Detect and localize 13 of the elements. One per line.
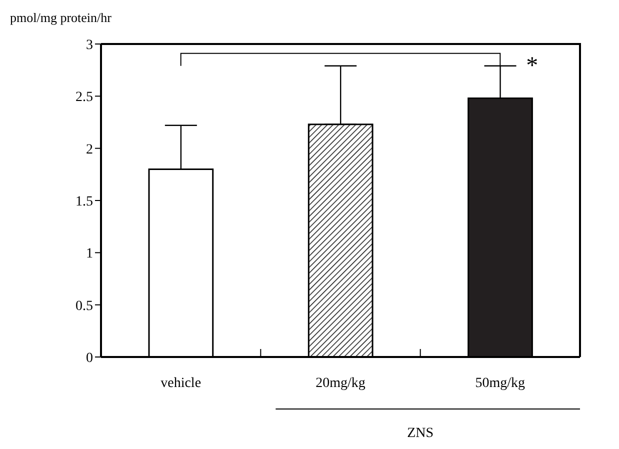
y-tick-label: 1.5 bbox=[76, 194, 93, 210]
y-axis-title: pmol/mg protein/hr bbox=[10, 10, 112, 26]
y-tick-label: 2 bbox=[86, 142, 93, 158]
y-tick-label: 2.5 bbox=[76, 90, 93, 106]
text: ZNS bbox=[407, 426, 434, 441]
y-tick-label: 0.5 bbox=[76, 298, 93, 314]
annotation: * bbox=[526, 52, 538, 79]
y-tick-label: 0 bbox=[86, 350, 93, 366]
x-tick-label: vehicle bbox=[160, 376, 202, 391]
y-tick-label: 3 bbox=[86, 38, 93, 53]
x-tick-label: 50mg/kg bbox=[475, 376, 526, 391]
y-tick-label: 1 bbox=[86, 246, 93, 262]
x-tick-label: 20mg/kg bbox=[316, 376, 366, 391]
